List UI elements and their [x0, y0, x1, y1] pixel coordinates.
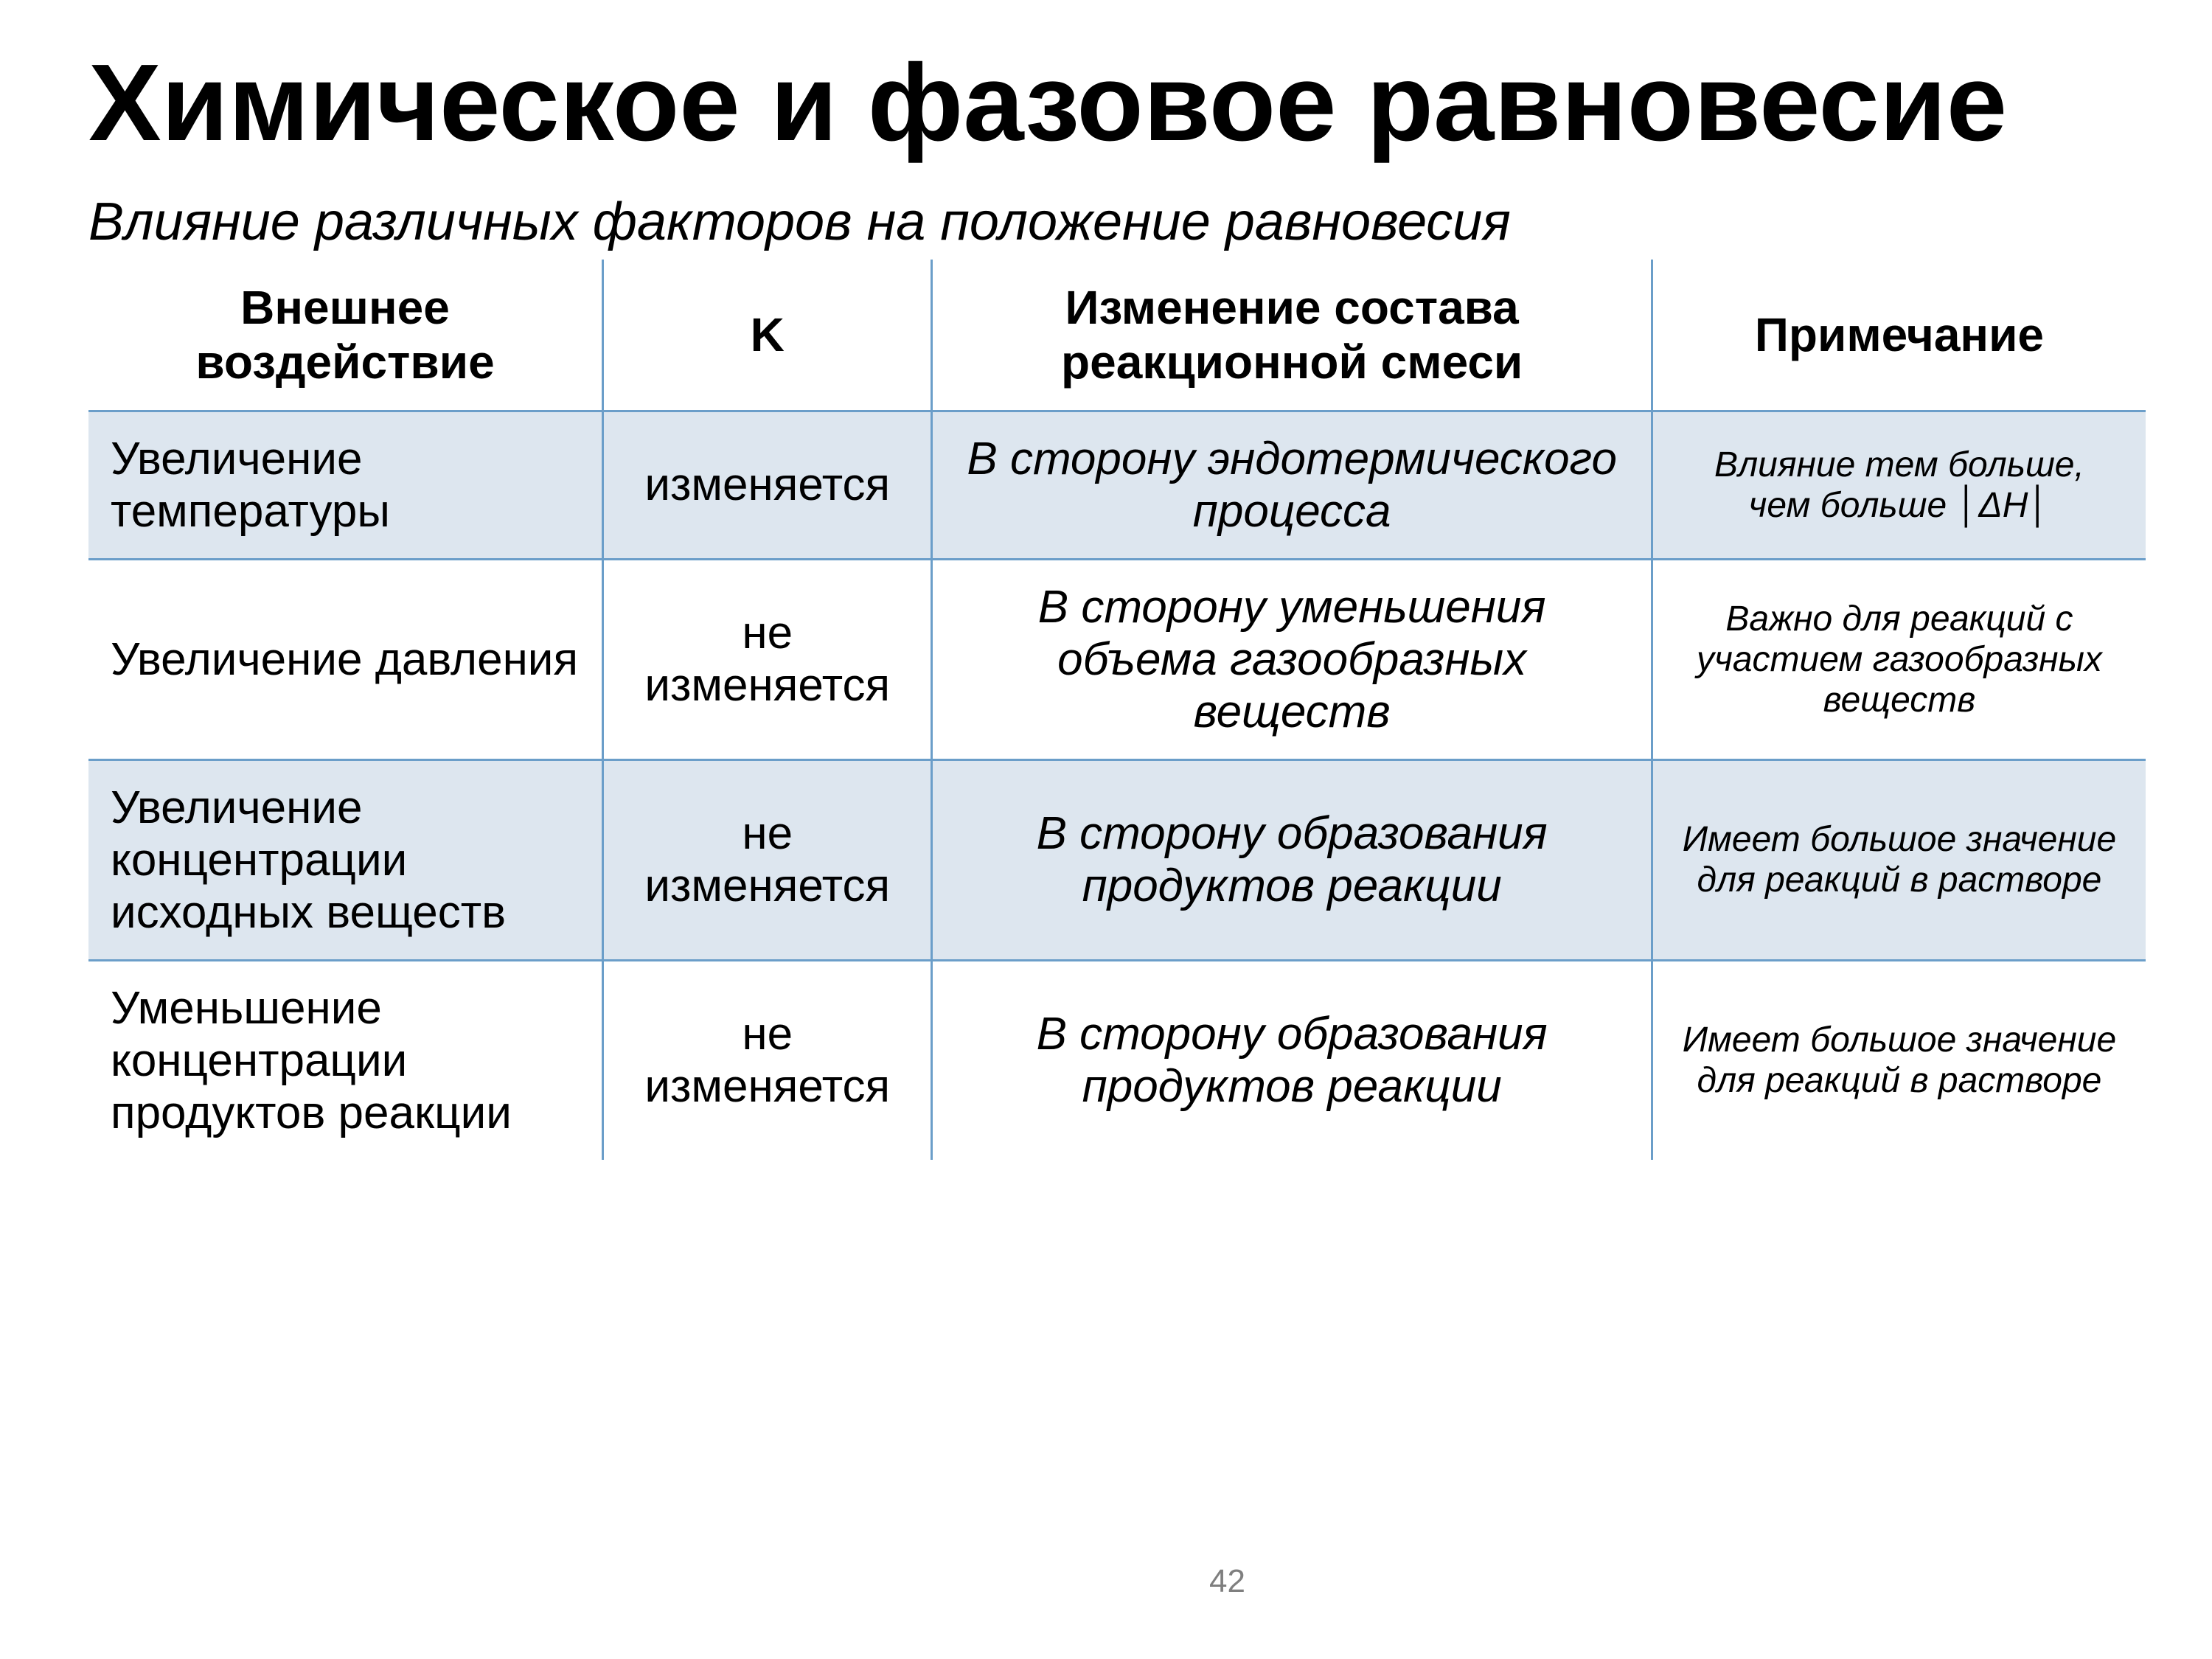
- table-cell-factor: Увеличение концентрации исходных веществ: [88, 759, 603, 960]
- table-row: Уменьшение концентрации продуктов реакци…: [88, 960, 2146, 1160]
- table-header-cell: K: [603, 260, 932, 411]
- table-header-row: Внешнее воздействие K Изменение состава …: [88, 260, 2146, 411]
- table-cell-factor: Увеличение температуры: [88, 411, 603, 559]
- table-cell-k: не изменяется: [603, 759, 932, 960]
- slide: Химическое и фазовое равновесие Влияние …: [0, 0, 2212, 1659]
- page-subtitle: Влияние различных факторов на положение …: [88, 192, 2146, 252]
- page-number: 42: [1209, 1563, 1245, 1600]
- table-header-cell: Изменение состава реакционной смеси: [932, 260, 1652, 411]
- table-cell-note: Важно для реакций с участием газообразны…: [1652, 559, 2146, 759]
- table-cell-note: Влияние тем больше,чем больше │ΔH│: [1652, 411, 2146, 559]
- table-cell-note: Имеет большое значение для реакций в рас…: [1652, 960, 2146, 1160]
- page-title: Химическое и фазовое равновесие: [88, 44, 2146, 162]
- table-row: Увеличение давления не изменяется В стор…: [88, 559, 2146, 759]
- table-cell-factor: Уменьшение концентрации продуктов реакци…: [88, 960, 603, 1160]
- table-cell-change: В сторону эндотермического процесса: [932, 411, 1652, 559]
- table-cell-note: Имеет большое значение для реакций в рас…: [1652, 759, 2146, 960]
- table-row: Увеличение концентрации исходных веществ…: [88, 759, 2146, 960]
- table-body: Увеличение температуры изменяется В стор…: [88, 411, 2146, 1160]
- table-cell-change: В сторону образования продуктов реакции: [932, 960, 1652, 1160]
- table-cell-factor: Увеличение давления: [88, 559, 603, 759]
- table-row: Увеличение температуры изменяется В стор…: [88, 411, 2146, 559]
- table-cell-k: не изменяется: [603, 960, 932, 1160]
- equilibrium-table: Внешнее воздействие K Изменение состава …: [88, 260, 2146, 1160]
- table-cell-change: В сторону уменьшения объема газообразных…: [932, 559, 1652, 759]
- table-header-cell: Примечание: [1652, 260, 2146, 411]
- table-cell-change: В сторону образования продуктов реакции: [932, 759, 1652, 960]
- table-cell-k: изменяется: [603, 411, 932, 559]
- table-header-cell: Внешнее воздействие: [88, 260, 603, 411]
- table-cell-k: не изменяется: [603, 559, 932, 759]
